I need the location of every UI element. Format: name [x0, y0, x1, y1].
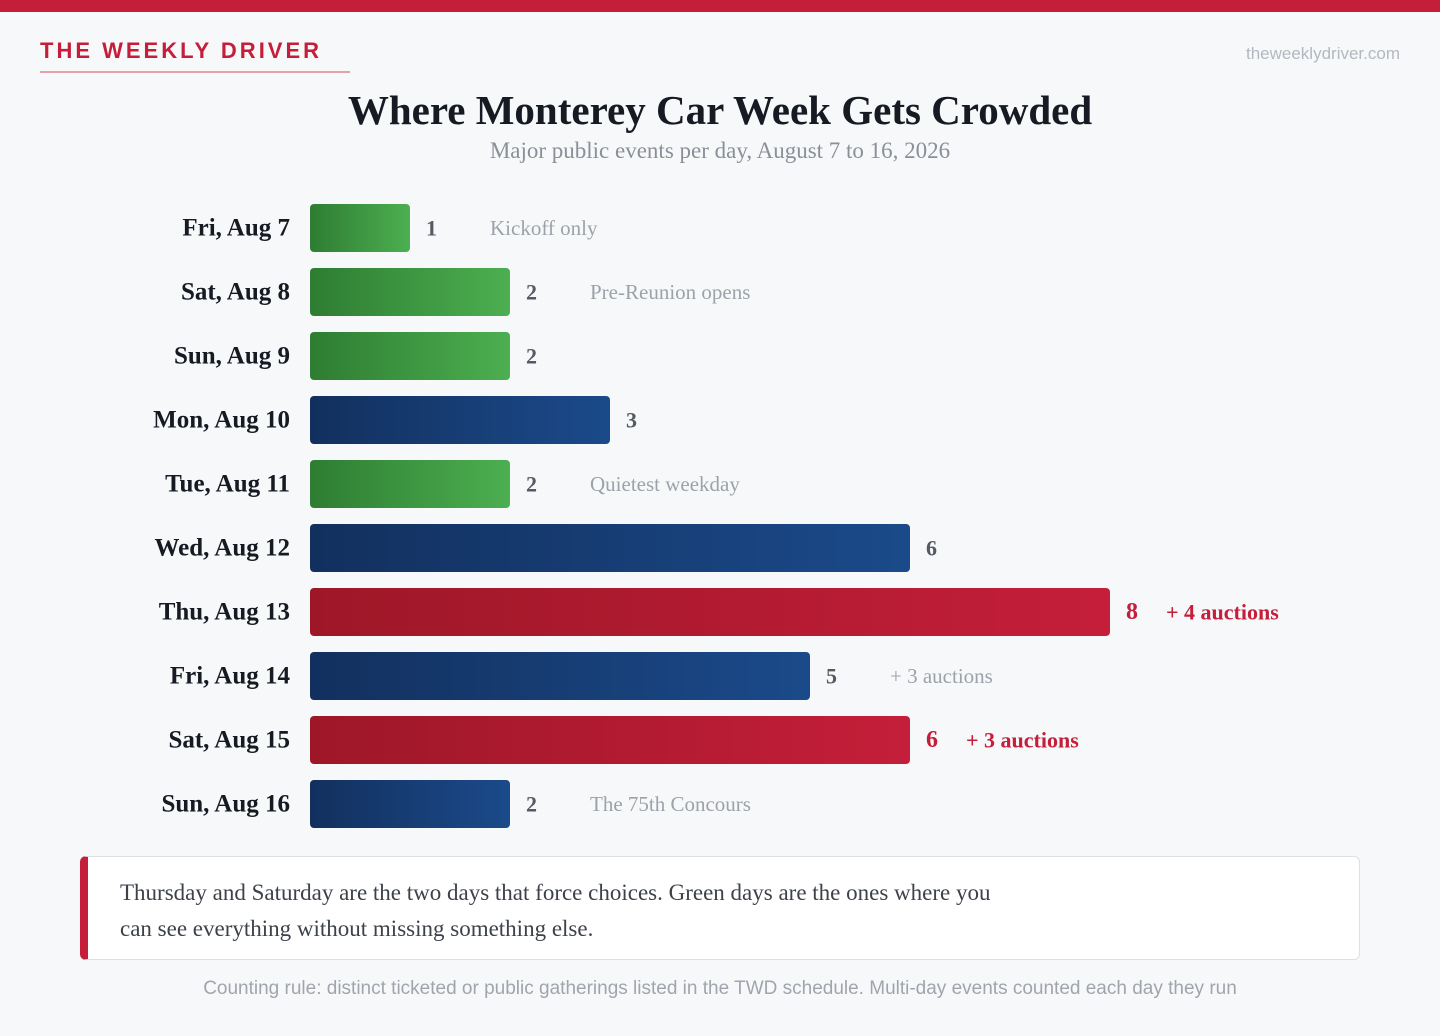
chart-title: Where Monterey Car Week Gets Crowded [347, 87, 1093, 133]
bar-annotation: + 3 auctions [966, 728, 1079, 753]
brand-wordmark: THE WEEKLY DRIVER [40, 38, 323, 63]
site-url: theweeklydriver.com [1245, 44, 1400, 63]
day-label: Sun, Aug 9 [174, 343, 290, 370]
value-label: 3 [626, 408, 637, 433]
day-label: Fri, Aug 14 [170, 663, 291, 690]
bar-blue [310, 524, 910, 572]
brand-underline [40, 71, 350, 73]
day-label: Sun, Aug 16 [161, 791, 290, 818]
value-label: 2 [526, 344, 537, 369]
day-label: Sat, Aug 15 [168, 727, 290, 754]
value-label: 2 [526, 472, 537, 497]
callout-text: Thursday and Saturday are the two days t… [120, 880, 991, 941]
bar-red [310, 716, 910, 764]
bar-green [310, 332, 510, 380]
bar-green [310, 460, 510, 508]
bar-green [310, 268, 510, 316]
chart-subtitle: Major public events per day, August 7 to… [489, 138, 951, 163]
day-label: Tue, Aug 11 [165, 471, 290, 498]
value-label: 2 [526, 280, 537, 305]
value-label: 6 [926, 727, 938, 753]
bar-blue [310, 652, 810, 700]
day-label: Thu, Aug 13 [159, 599, 290, 626]
bar-annotation: + 3 auctions [890, 664, 993, 688]
counting-rule-footnote: Counting rule: distinct ticketed or publ… [203, 978, 1237, 999]
day-label: Sat, Aug 8 [181, 279, 290, 306]
bar-blue [310, 780, 510, 828]
day-label: Fri, Aug 7 [182, 215, 290, 242]
day-label: Wed, Aug 12 [155, 535, 290, 562]
top-accent-stripe [0, 0, 1440, 12]
bar-green [310, 204, 410, 252]
bar-annotation: Pre-Reunion opens [590, 280, 750, 304]
value-label: 5 [826, 664, 837, 689]
bar-annotation: The 75th Concours [590, 792, 751, 816]
day-label: Mon, Aug 10 [153, 407, 290, 434]
value-label: 1 [426, 216, 437, 241]
value-label: 6 [926, 536, 937, 561]
takeaway-callout: Thursday and Saturday are the two days t… [80, 856, 1360, 960]
value-label: 8 [1126, 599, 1138, 625]
bar-annotation: Kickoff only [490, 216, 598, 240]
bar-annotation: + 4 auctions [1166, 600, 1279, 625]
bar-annotation: Quietest weekday [590, 472, 740, 496]
value-label: 2 [526, 792, 537, 817]
bar-blue [310, 396, 610, 444]
bar-red [310, 588, 1110, 636]
